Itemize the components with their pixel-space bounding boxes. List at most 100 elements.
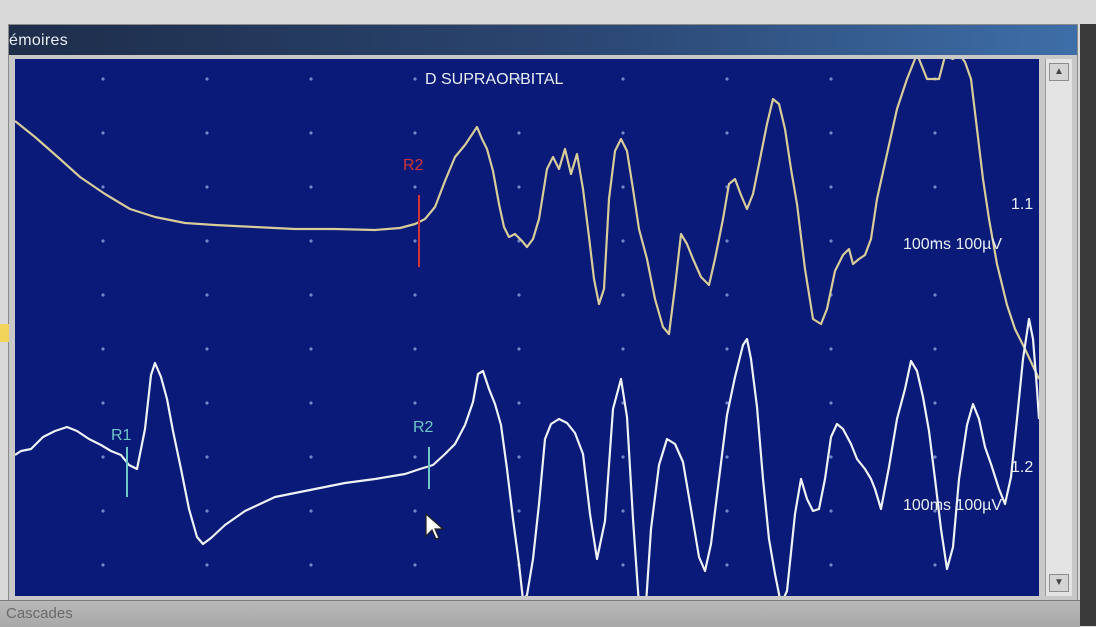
window-edge xyxy=(1080,24,1096,626)
window-titlebar[interactable]: émoires xyxy=(9,25,1077,55)
grid-dot xyxy=(309,185,313,189)
trace-1-label: 1.1 xyxy=(1011,196,1034,213)
grid-dot xyxy=(621,455,625,459)
grid-dot xyxy=(933,455,937,459)
trace-1-scale: 100ms 100µV xyxy=(903,236,1003,253)
grid-dot xyxy=(517,293,521,297)
grid-dots xyxy=(101,77,937,567)
grid-dot xyxy=(517,509,521,513)
waveform-svg xyxy=(15,59,1039,596)
trace-2-r1-marker-label: R1 xyxy=(111,427,132,444)
grid-dot xyxy=(101,401,105,405)
grid-dot xyxy=(205,401,209,405)
grid-dot xyxy=(101,455,105,459)
grid-dot xyxy=(829,563,833,567)
grid-dot xyxy=(101,77,105,81)
grid-dot xyxy=(829,455,833,459)
grid-dot xyxy=(309,77,313,81)
grid-dot xyxy=(309,131,313,135)
grid-dot xyxy=(725,509,729,513)
grid-dot xyxy=(309,239,313,243)
grid-dot xyxy=(101,131,105,135)
grid-dot xyxy=(517,77,521,81)
grid-dot xyxy=(309,293,313,297)
grid-dot xyxy=(101,185,105,189)
scroll-up-icon[interactable]: ▲ xyxy=(1049,63,1069,81)
grid-dot xyxy=(101,347,105,351)
grid-dot xyxy=(933,563,937,567)
plot-title: D SUPRAORBITAL xyxy=(425,71,564,88)
grid-dot xyxy=(725,131,729,135)
trace-1-waveform xyxy=(15,59,1039,380)
grid-dot xyxy=(205,185,209,189)
grid-dot xyxy=(621,239,625,243)
grid-dot xyxy=(829,401,833,405)
grid-dot xyxy=(933,401,937,405)
trace-2-scale: 100ms 100µV xyxy=(903,497,1003,514)
grid-dot xyxy=(829,131,833,135)
grid-dot xyxy=(621,563,625,567)
grid-dot xyxy=(933,347,937,351)
grid-dot xyxy=(933,185,937,189)
grid-dot xyxy=(517,401,521,405)
grid-dot xyxy=(413,131,417,135)
grid-dot xyxy=(725,563,729,567)
grid-dot xyxy=(725,347,729,351)
cascades-panel-header[interactable]: Cascades xyxy=(0,600,1080,627)
grid-dot xyxy=(517,185,521,189)
grid-dot xyxy=(205,293,209,297)
grid-dot xyxy=(413,347,417,351)
grid-dot xyxy=(309,563,313,567)
trace-2-label: 1.2 xyxy=(1011,459,1034,476)
grid-dot xyxy=(725,401,729,405)
grid-dot xyxy=(205,239,209,243)
grid-dot xyxy=(829,239,833,243)
grid-dot xyxy=(829,509,833,513)
grid-dot xyxy=(413,563,417,567)
recordings-window: émoires D SUPRAORBITAL R2 R1 R2 1.1 100m… xyxy=(8,24,1078,601)
grid-dot xyxy=(829,347,833,351)
grid-dot xyxy=(725,455,729,459)
grid-dot xyxy=(517,347,521,351)
trace-position-handle[interactable] xyxy=(0,324,9,342)
grid-dot xyxy=(621,185,625,189)
grid-dot xyxy=(413,185,417,189)
grid-dot xyxy=(205,77,209,81)
grid-dot xyxy=(205,455,209,459)
grid-dot xyxy=(101,293,105,297)
grid-dot xyxy=(413,401,417,405)
grid-dot xyxy=(621,347,625,351)
grid-dot xyxy=(933,131,937,135)
vertical-scrollbar[interactable]: ▲ ▼ xyxy=(1045,59,1072,596)
scroll-down-icon[interactable]: ▼ xyxy=(1049,574,1069,592)
grid-dot xyxy=(101,563,105,567)
waveform-display[interactable]: D SUPRAORBITAL R2 R1 R2 1.1 100ms 100µV … xyxy=(15,59,1039,596)
grid-dot xyxy=(621,293,625,297)
grid-dot xyxy=(413,509,417,513)
grid-dot xyxy=(725,239,729,243)
grid-dot xyxy=(413,293,417,297)
trace-2-waveform xyxy=(15,317,1039,596)
mouse-pointer-icon xyxy=(425,512,445,540)
grid-dot xyxy=(933,293,937,297)
trace-2-r2-marker-label: R2 xyxy=(413,419,434,436)
grid-dot xyxy=(933,509,937,513)
grid-dot xyxy=(621,77,625,81)
grid-dot xyxy=(205,509,209,513)
grid-dot xyxy=(309,455,313,459)
grid-dot xyxy=(309,347,313,351)
grid-dot xyxy=(829,185,833,189)
grid-dot xyxy=(621,131,625,135)
grid-dot xyxy=(829,77,833,81)
grid-dot xyxy=(101,509,105,513)
grid-dot xyxy=(205,131,209,135)
trace-1-r2-marker-label: R2 xyxy=(403,157,424,174)
cascades-panel-title: Cascades xyxy=(6,605,73,622)
grid-dot xyxy=(413,455,417,459)
grid-dot xyxy=(933,239,937,243)
grid-dot xyxy=(309,401,313,405)
grid-dot xyxy=(413,77,417,81)
grid-dot xyxy=(517,455,521,459)
grid-dot xyxy=(101,239,105,243)
grid-dot xyxy=(621,509,625,513)
